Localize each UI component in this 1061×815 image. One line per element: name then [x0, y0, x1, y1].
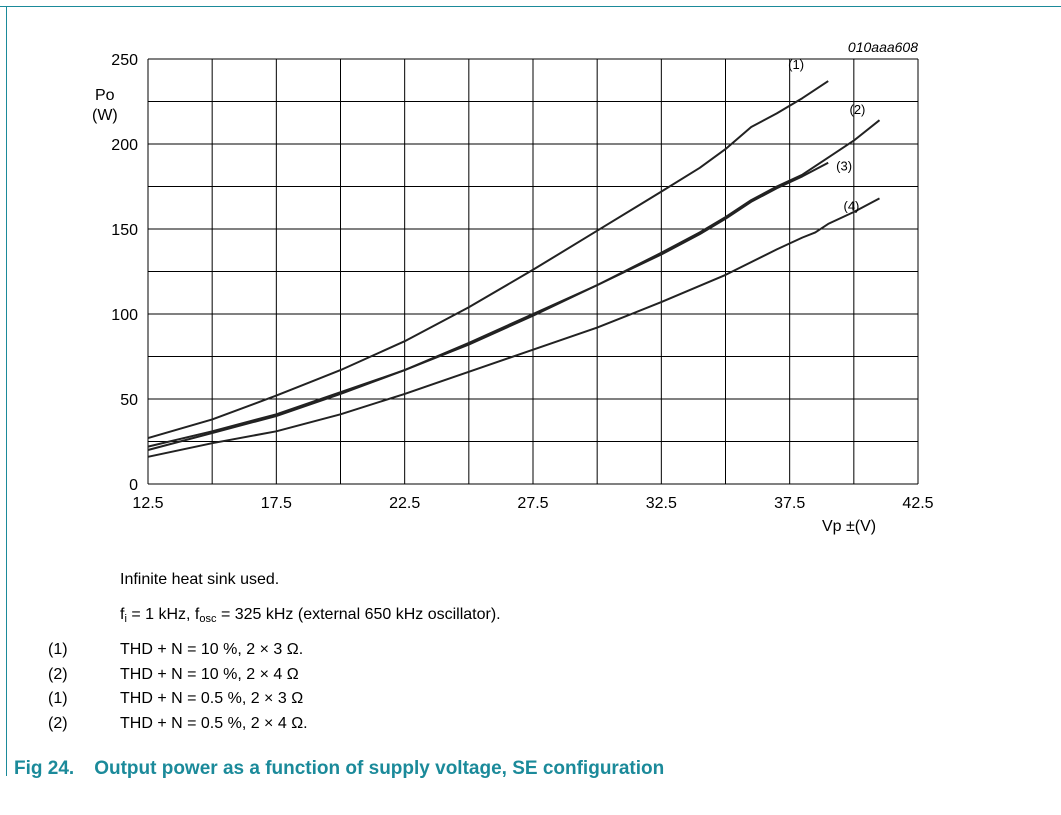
y-tick-label: 100: [111, 307, 138, 324]
chart-code: 010aaa608: [848, 39, 918, 55]
note-freq-mid: = 1 kHz, f: [126, 606, 200, 623]
note-freq-sub-osc: osc: [199, 613, 217, 625]
y-tick-label: 200: [111, 137, 138, 154]
chart-tick-labels: 12.5 17.5 22.5 27.5 32.5 37.5 42.5 0 50 100 150 200…: [111, 52, 933, 512]
y-axis-label-line2: (W): [92, 107, 118, 124]
series-label-3: (3): [836, 159, 852, 174]
legend-text: THD + N = 0.5 %, 2 × 3 Ω: [120, 690, 304, 707]
legend-num: (1): [48, 690, 68, 707]
legend-num: (2): [48, 714, 68, 732]
legend-num: (1): [48, 641, 68, 658]
x-tick-label: 42.5: [902, 495, 933, 512]
x-tick-label: 37.5: [774, 495, 805, 512]
y-axis-label-line1: Po: [95, 87, 115, 104]
y-tick-label: 250: [111, 52, 138, 69]
x-tick-label: 17.5: [261, 495, 292, 512]
series-label-1: (1): [788, 57, 804, 72]
frame-left-border: [6, 6, 7, 776]
figure-caption: Fig 24. Output power as a function of sup…: [14, 758, 664, 780]
note-freq-sub-i: i: [124, 613, 127, 625]
note-heat-sink: Infinite heat sink used.: [120, 571, 280, 588]
series-line-4: [147, 197, 880, 458]
legend-text: THD + N = 10 %, 2 × 3 Ω.: [120, 641, 304, 658]
y-tick-label: 150: [111, 222, 138, 239]
legend-num: (2): [48, 665, 68, 683]
note-freq-tail: = 325 kHz (external 650 kHz oscillator).: [216, 606, 501, 623]
note-frequency: fi = 1 kHz, fosc = 325 kHz (external 650…: [120, 605, 501, 629]
y-tick-label: 0: [129, 477, 138, 494]
figure-number: Fig 24.: [14, 758, 75, 779]
x-axis-label: Vp ±(V): [822, 518, 876, 535]
chart: 12.5 17.5 22.5 27.5 32.5 37.5 42.5 0 50 100 150 200…: [92, 39, 934, 535]
chart-grid: [147, 58, 919, 485]
frame-top-border: [0, 6, 1061, 7]
x-tick-label: 27.5: [517, 495, 548, 512]
x-tick-label: 22.5: [389, 495, 420, 512]
x-tick-label: 12.5: [132, 495, 163, 512]
legend-text: THD + N = 10 %, 2 × 4 Ω: [120, 665, 299, 683]
figure-title: Output power as a function of supply vol…: [94, 758, 665, 779]
series-line-1: [147, 80, 829, 440]
series-labels: (1) (2) (3) (4): [788, 57, 865, 213]
series-label-4: (4): [844, 198, 860, 213]
legend-text: THD + N = 0.5 %, 2 × 4 Ω.: [120, 714, 308, 732]
note-freq-f: f: [120, 606, 125, 623]
y-tick-label: 50: [120, 392, 138, 409]
chart-series-layer: [147, 80, 881, 458]
series-label-2: (2): [850, 102, 866, 117]
series-line-3: [147, 161, 829, 451]
series-line-2: [147, 119, 881, 448]
x-tick-label: 32.5: [646, 495, 677, 512]
